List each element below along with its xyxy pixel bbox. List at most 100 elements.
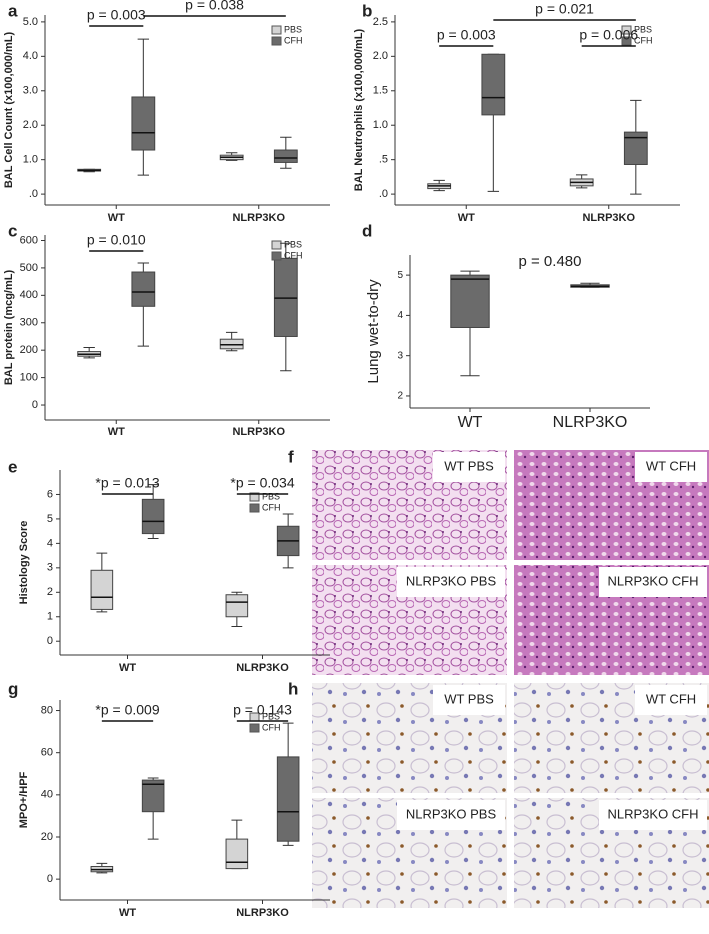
y-tick-label: 5 <box>397 270 403 281</box>
y-tick-label: 0 <box>47 873 53 885</box>
y-tick-label: .0 <box>379 188 388 200</box>
y-axis-label: Histology Score <box>18 521 30 605</box>
y-tick-label: 4 <box>47 537 53 549</box>
whisker-high <box>225 331 238 340</box>
p-value: p = 0.021 <box>535 1 594 17</box>
legend-label: PBS <box>284 24 302 34</box>
y-tick-label: 1.0 <box>23 154 38 166</box>
y-tick-label: 80 <box>41 704 53 716</box>
y-tick-label: 60 <box>41 747 53 759</box>
y-axis-label: Lung wet-to-dry <box>365 279 382 384</box>
legend-swatch <box>621 25 632 35</box>
x-tick-label: WT <box>458 212 475 224</box>
y-tick-label: 600 <box>20 234 38 246</box>
panel-letter: h <box>288 679 298 698</box>
box <box>90 569 114 610</box>
y-tick-label: 300 <box>20 317 38 329</box>
legend-swatch <box>249 492 260 502</box>
micrographs: WT PBS WT CFH NLRP3KO PBS NLRP3KO CFH WT PBS… <box>312 450 709 908</box>
box <box>131 271 156 307</box>
panel-letter: c <box>8 221 17 240</box>
whisker-low <box>487 114 500 192</box>
box <box>623 131 648 165</box>
label-box <box>599 800 707 830</box>
y-tick-label: 5 <box>47 513 53 525</box>
legend-swatch <box>621 36 632 46</box>
micrograph-label: NLRP3KO PBS <box>406 806 497 821</box>
x-tick-label: WT <box>119 662 136 674</box>
y-tick-label: 2.0 <box>23 119 38 131</box>
micrograph-label: NLRP3KO PBS <box>406 573 497 588</box>
whisker-high <box>96 862 108 867</box>
whisker-high <box>231 819 243 840</box>
whisker-low <box>137 306 150 347</box>
box <box>450 274 490 328</box>
y-tick-label: 20 <box>41 831 53 843</box>
p-value: p = 0.038 <box>185 0 244 13</box>
panel-letter: d <box>362 221 372 240</box>
micrograph-label: NLRP3KO CFH <box>607 573 698 588</box>
y-tick-label: 100 <box>20 372 38 384</box>
y-tick-label: 2.0 <box>373 50 388 62</box>
p-value: p = 0.006 <box>579 27 638 43</box>
panel-letter: b <box>362 1 372 20</box>
p-value: *p = 0.009 <box>95 702 159 718</box>
whisker-low <box>147 811 159 840</box>
panel-letter: a <box>8 1 18 20</box>
p-value: p = 0.480 <box>519 253 582 270</box>
box <box>225 594 249 618</box>
whisker-low <box>460 327 480 377</box>
whisker-high <box>137 38 150 97</box>
y-tick-label: 500 <box>20 262 38 274</box>
legend-label: PBS <box>262 711 280 721</box>
micrograph-label: WT CFH <box>646 458 696 473</box>
micrograph-label: NLRP3KO CFH <box>607 806 698 821</box>
x-tick-label: NLRP3KO <box>553 414 628 431</box>
whisker-high <box>280 242 292 259</box>
x-tick-label: NLRP3KO <box>582 212 635 224</box>
whisker-low <box>630 164 642 195</box>
y-tick-label: 0 <box>47 635 53 647</box>
legend-swatch <box>271 240 282 250</box>
p-value: p = 0.003 <box>87 7 146 23</box>
box <box>141 779 165 813</box>
whisker-high <box>630 99 642 133</box>
legend-swatch <box>249 503 260 513</box>
y-tick-label: 4 <box>397 310 403 321</box>
y-tick-label: 5.0 <box>23 16 38 28</box>
x-tick-label: WT <box>108 212 125 224</box>
whisker-low <box>280 336 292 372</box>
whisker-high <box>282 513 294 527</box>
y-tick-label: 0 <box>32 399 38 411</box>
y-tick-label: 1.5 <box>373 85 388 97</box>
legend-label: CFH <box>262 722 281 732</box>
legend-label: CFH <box>284 250 303 260</box>
y-tick-label: 6 <box>47 488 53 500</box>
p-value: *p = 0.013 <box>95 475 159 491</box>
micrograph-label: WT PBS <box>444 691 494 706</box>
y-tick-label: 2.5 <box>373 16 388 28</box>
label-box <box>433 452 505 482</box>
legend-label: PBS <box>262 491 280 501</box>
label-box <box>397 567 505 597</box>
x-tick-label: NLRP3KO <box>236 662 289 674</box>
legend-label: CFH <box>262 502 281 512</box>
legend-label: CFH <box>634 35 653 45</box>
box <box>481 53 506 116</box>
y-tick-label: 200 <box>20 344 38 356</box>
whisker-low <box>282 555 294 569</box>
label-box <box>635 685 707 715</box>
box <box>273 149 298 163</box>
x-tick-label: WT <box>458 414 483 431</box>
x-tick-label: WT <box>108 426 125 438</box>
y-axis-label: BAL protein (mcg/mL) <box>3 270 15 386</box>
x-tick-label: NLRP3KO <box>232 426 285 438</box>
whisker-high <box>280 136 292 151</box>
y-tick-label: .0 <box>29 188 38 200</box>
y-tick-label: 3.0 <box>23 85 38 97</box>
whisker-low <box>147 533 159 539</box>
x-tick-label: NLRP3KO <box>236 907 289 919</box>
p-value: p = 0.143 <box>233 702 292 718</box>
micrograph-label: WT PBS <box>444 458 494 473</box>
